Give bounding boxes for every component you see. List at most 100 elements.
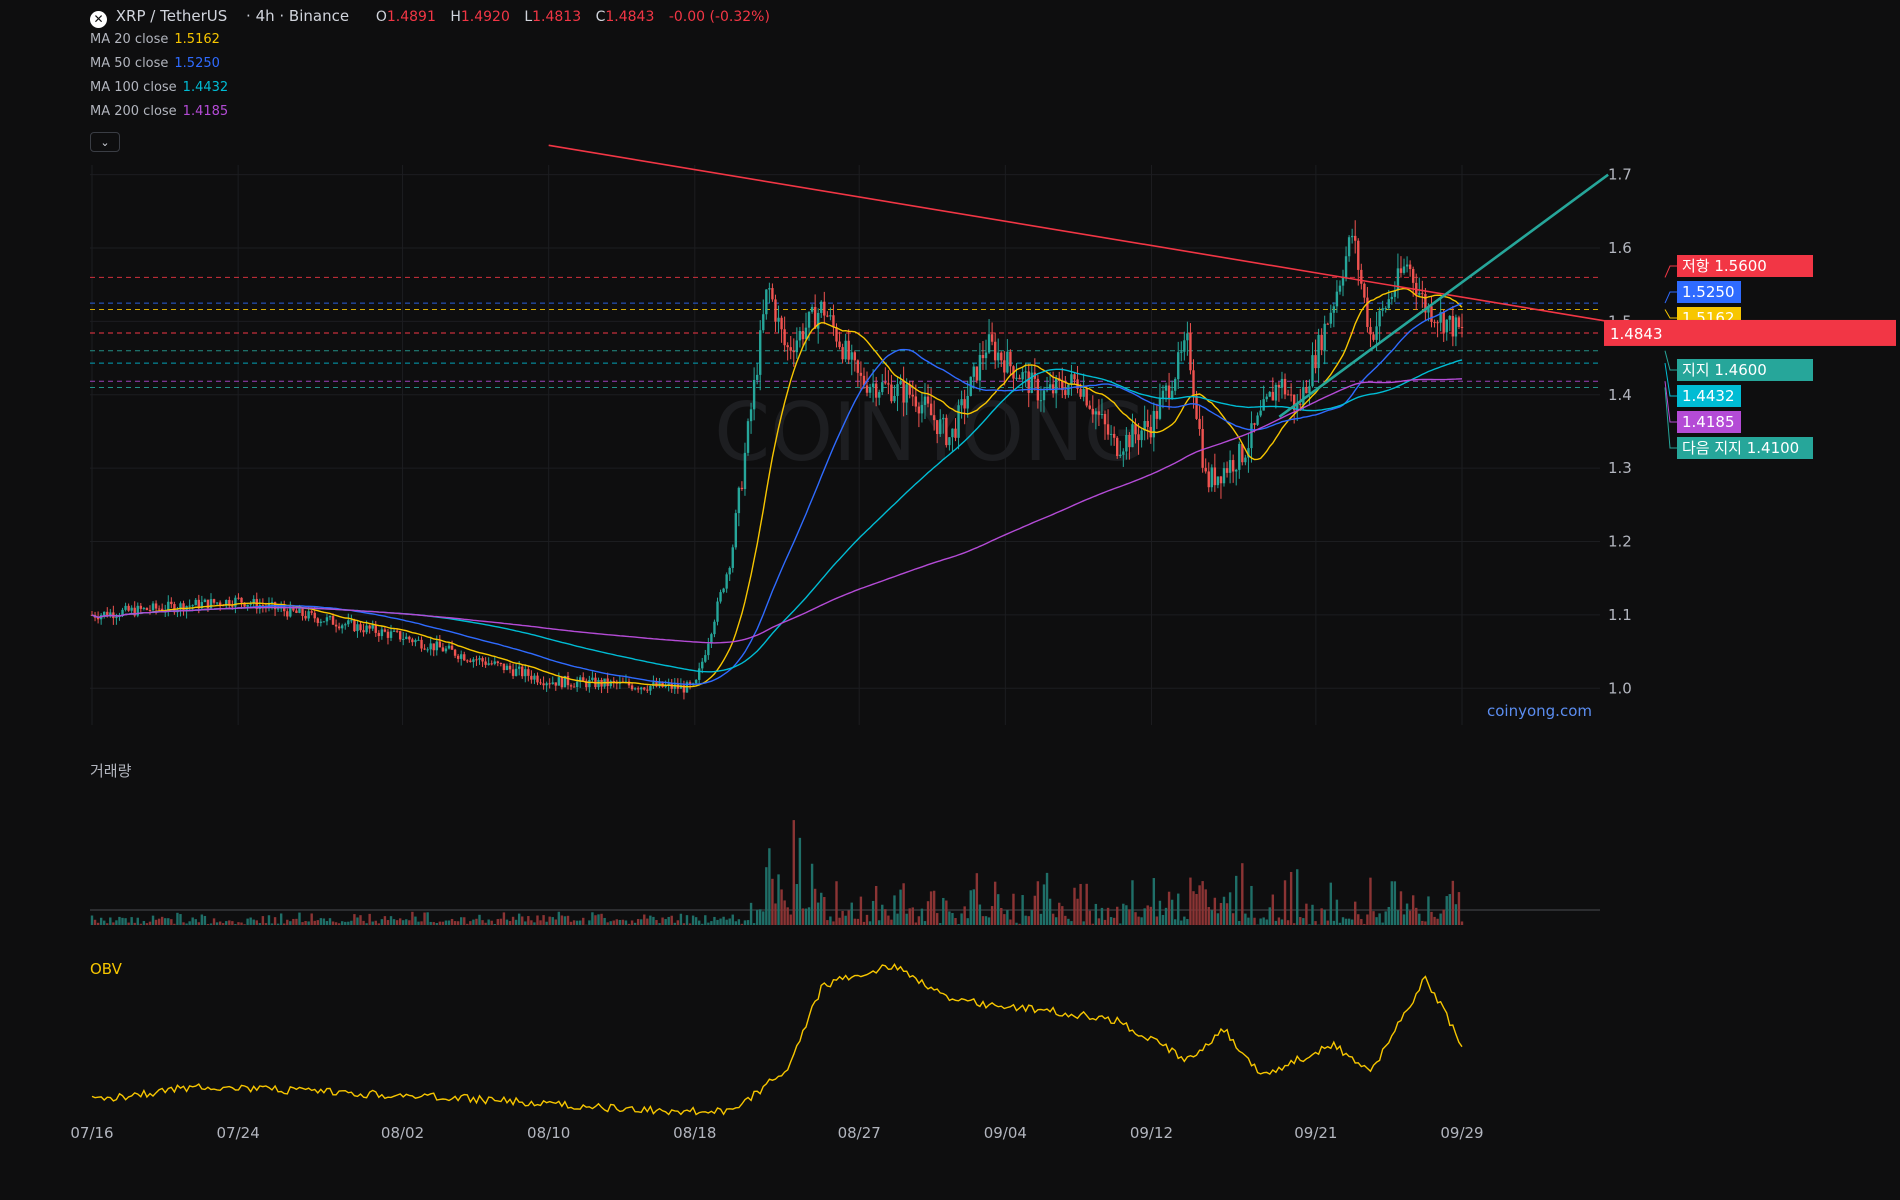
candle-body bbox=[777, 317, 780, 322]
candle-body bbox=[1250, 423, 1253, 449]
volume-bar bbox=[130, 917, 133, 925]
volume-bar bbox=[1177, 893, 1180, 925]
ma20-row[interactable]: MA 20 close 1.5162 bbox=[90, 28, 780, 52]
volume-bar bbox=[771, 878, 774, 925]
candle-body bbox=[1411, 269, 1415, 283]
volume-bar bbox=[1134, 912, 1137, 925]
volume-bar bbox=[914, 922, 918, 925]
volume-bar bbox=[1323, 909, 1326, 925]
candle-body bbox=[295, 610, 298, 613]
volume-bar bbox=[1195, 893, 1198, 925]
candle-body bbox=[502, 663, 506, 671]
ma100-row[interactable]: MA 100 close 1.4432 bbox=[90, 76, 780, 100]
close-label: C bbox=[595, 9, 606, 25]
candle-body bbox=[731, 547, 734, 568]
candle-body bbox=[408, 636, 411, 640]
time-tick-label: 09/29 bbox=[1440, 1124, 1483, 1142]
volume-bar bbox=[1155, 916, 1159, 925]
candle-body bbox=[749, 409, 753, 422]
candle-body bbox=[539, 682, 542, 684]
candle-body bbox=[1155, 411, 1159, 419]
candle-body bbox=[578, 677, 582, 682]
candle-body bbox=[917, 406, 921, 414]
price-axis: 1.71.61.51.41.31.21.11.0 bbox=[1608, 166, 1632, 698]
volume-bar bbox=[759, 909, 762, 925]
candle-body bbox=[151, 603, 155, 611]
volume-bar bbox=[112, 922, 115, 925]
volume-bar bbox=[334, 922, 338, 925]
volume-bar bbox=[496, 919, 500, 925]
candle-body bbox=[1009, 351, 1012, 367]
candle-body bbox=[1161, 390, 1165, 399]
candle-body bbox=[1439, 312, 1442, 323]
candle-body bbox=[328, 616, 332, 618]
candle-body bbox=[530, 675, 533, 680]
candle-body bbox=[1274, 384, 1278, 401]
candle-body bbox=[1241, 443, 1244, 463]
volume-bar bbox=[160, 916, 164, 925]
volume-bar bbox=[1280, 919, 1284, 925]
candle-body bbox=[823, 301, 826, 316]
candle-body bbox=[701, 661, 704, 669]
volume-bar bbox=[154, 919, 158, 925]
volume-bar bbox=[1354, 901, 1357, 925]
volume-bar bbox=[344, 921, 347, 925]
candle-body bbox=[353, 620, 356, 632]
candle-body bbox=[237, 597, 240, 599]
volume-bar bbox=[1119, 923, 1122, 925]
volume-bar bbox=[679, 913, 683, 925]
volume-bar bbox=[878, 920, 881, 925]
volume-bar bbox=[167, 918, 170, 925]
volume-bar bbox=[453, 921, 457, 925]
candle-body bbox=[1347, 237, 1351, 257]
candle-body bbox=[899, 381, 902, 385]
candle-body bbox=[478, 658, 481, 660]
volume-bar bbox=[1387, 906, 1390, 925]
volume-bar bbox=[1235, 875, 1238, 925]
candle-body bbox=[240, 597, 243, 603]
volume-bar bbox=[267, 915, 271, 925]
current-price-tag bbox=[1604, 319, 1896, 346]
candle-body bbox=[469, 660, 472, 662]
level-tag-text: 1.4185 bbox=[1682, 413, 1735, 431]
candle-body bbox=[368, 625, 371, 629]
candle-body bbox=[755, 374, 759, 380]
timeframe-label[interactable]: · 4h · Binance bbox=[246, 7, 350, 25]
volume-bar bbox=[463, 917, 466, 925]
candle-body bbox=[902, 381, 905, 403]
volume-bar bbox=[823, 897, 826, 925]
ma200-row[interactable]: MA 200 close 1.4185 bbox=[90, 100, 780, 124]
candle-body bbox=[542, 683, 545, 686]
legend-collapse-button[interactable]: ⌄ bbox=[90, 132, 120, 152]
candle-body bbox=[286, 611, 289, 617]
candle-body bbox=[1360, 269, 1363, 284]
ma50-row[interactable]: MA 50 close 1.5250 bbox=[90, 52, 780, 76]
candle-body bbox=[1424, 294, 1427, 313]
candle-body bbox=[643, 687, 646, 690]
volume-bar bbox=[1079, 883, 1082, 925]
volume-bar bbox=[231, 921, 234, 925]
level-tag bbox=[1677, 255, 1813, 277]
volume-bar bbox=[337, 923, 341, 925]
candle-body bbox=[194, 599, 197, 606]
candle-body bbox=[359, 624, 362, 631]
volume-bar bbox=[173, 923, 176, 925]
candle-body bbox=[527, 669, 530, 676]
volume-bar bbox=[1296, 869, 1299, 925]
volume-bar bbox=[731, 914, 734, 925]
candle-body bbox=[417, 639, 420, 641]
volume-bar bbox=[1433, 916, 1436, 925]
volume-bar bbox=[121, 917, 124, 925]
volume-bar bbox=[612, 920, 615, 925]
candle-body bbox=[1448, 315, 1451, 320]
volume-bar bbox=[804, 908, 808, 925]
symbol-name[interactable]: XRP / TetherUS bbox=[115, 7, 228, 25]
candle-body bbox=[1457, 317, 1461, 328]
volume-bar bbox=[1170, 899, 1174, 925]
volume-bar bbox=[765, 867, 768, 925]
candle-body bbox=[377, 632, 381, 637]
volume-bar bbox=[1189, 877, 1192, 925]
candle-body bbox=[331, 616, 335, 625]
